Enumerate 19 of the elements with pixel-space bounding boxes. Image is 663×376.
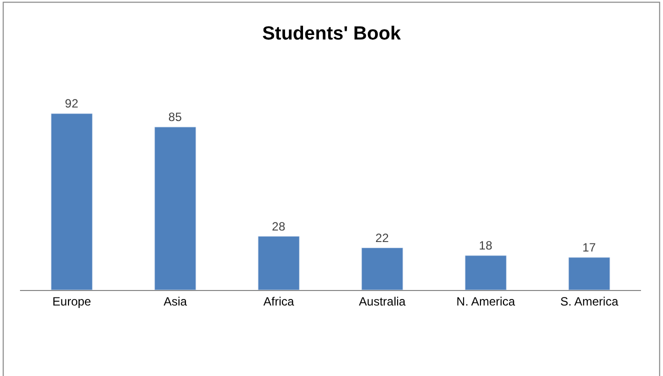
chart-title: Students' Book: [262, 24, 402, 45]
x-tick-label: N. America: [456, 294, 516, 308]
x-tick-label: S. America: [560, 294, 619, 308]
data-label: 22: [375, 230, 390, 245]
data-label: 17: [582, 240, 596, 254]
bar: [464, 255, 507, 290]
data-label: 92: [64, 96, 79, 111]
bar: [154, 126, 196, 290]
data-label: 85: [168, 110, 182, 124]
bar: [361, 248, 404, 290]
bar: [568, 257, 610, 290]
data-label: 18: [478, 238, 493, 252]
x-tick-label: Africa: [263, 294, 294, 308]
x-tick-label: Australia: [358, 294, 406, 308]
x-tick-label: Asia: [164, 294, 188, 308]
bar: [258, 236, 300, 290]
x-tick-label: Europe: [52, 294, 92, 308]
bar: [50, 113, 93, 290]
data-label: 28: [272, 219, 286, 234]
